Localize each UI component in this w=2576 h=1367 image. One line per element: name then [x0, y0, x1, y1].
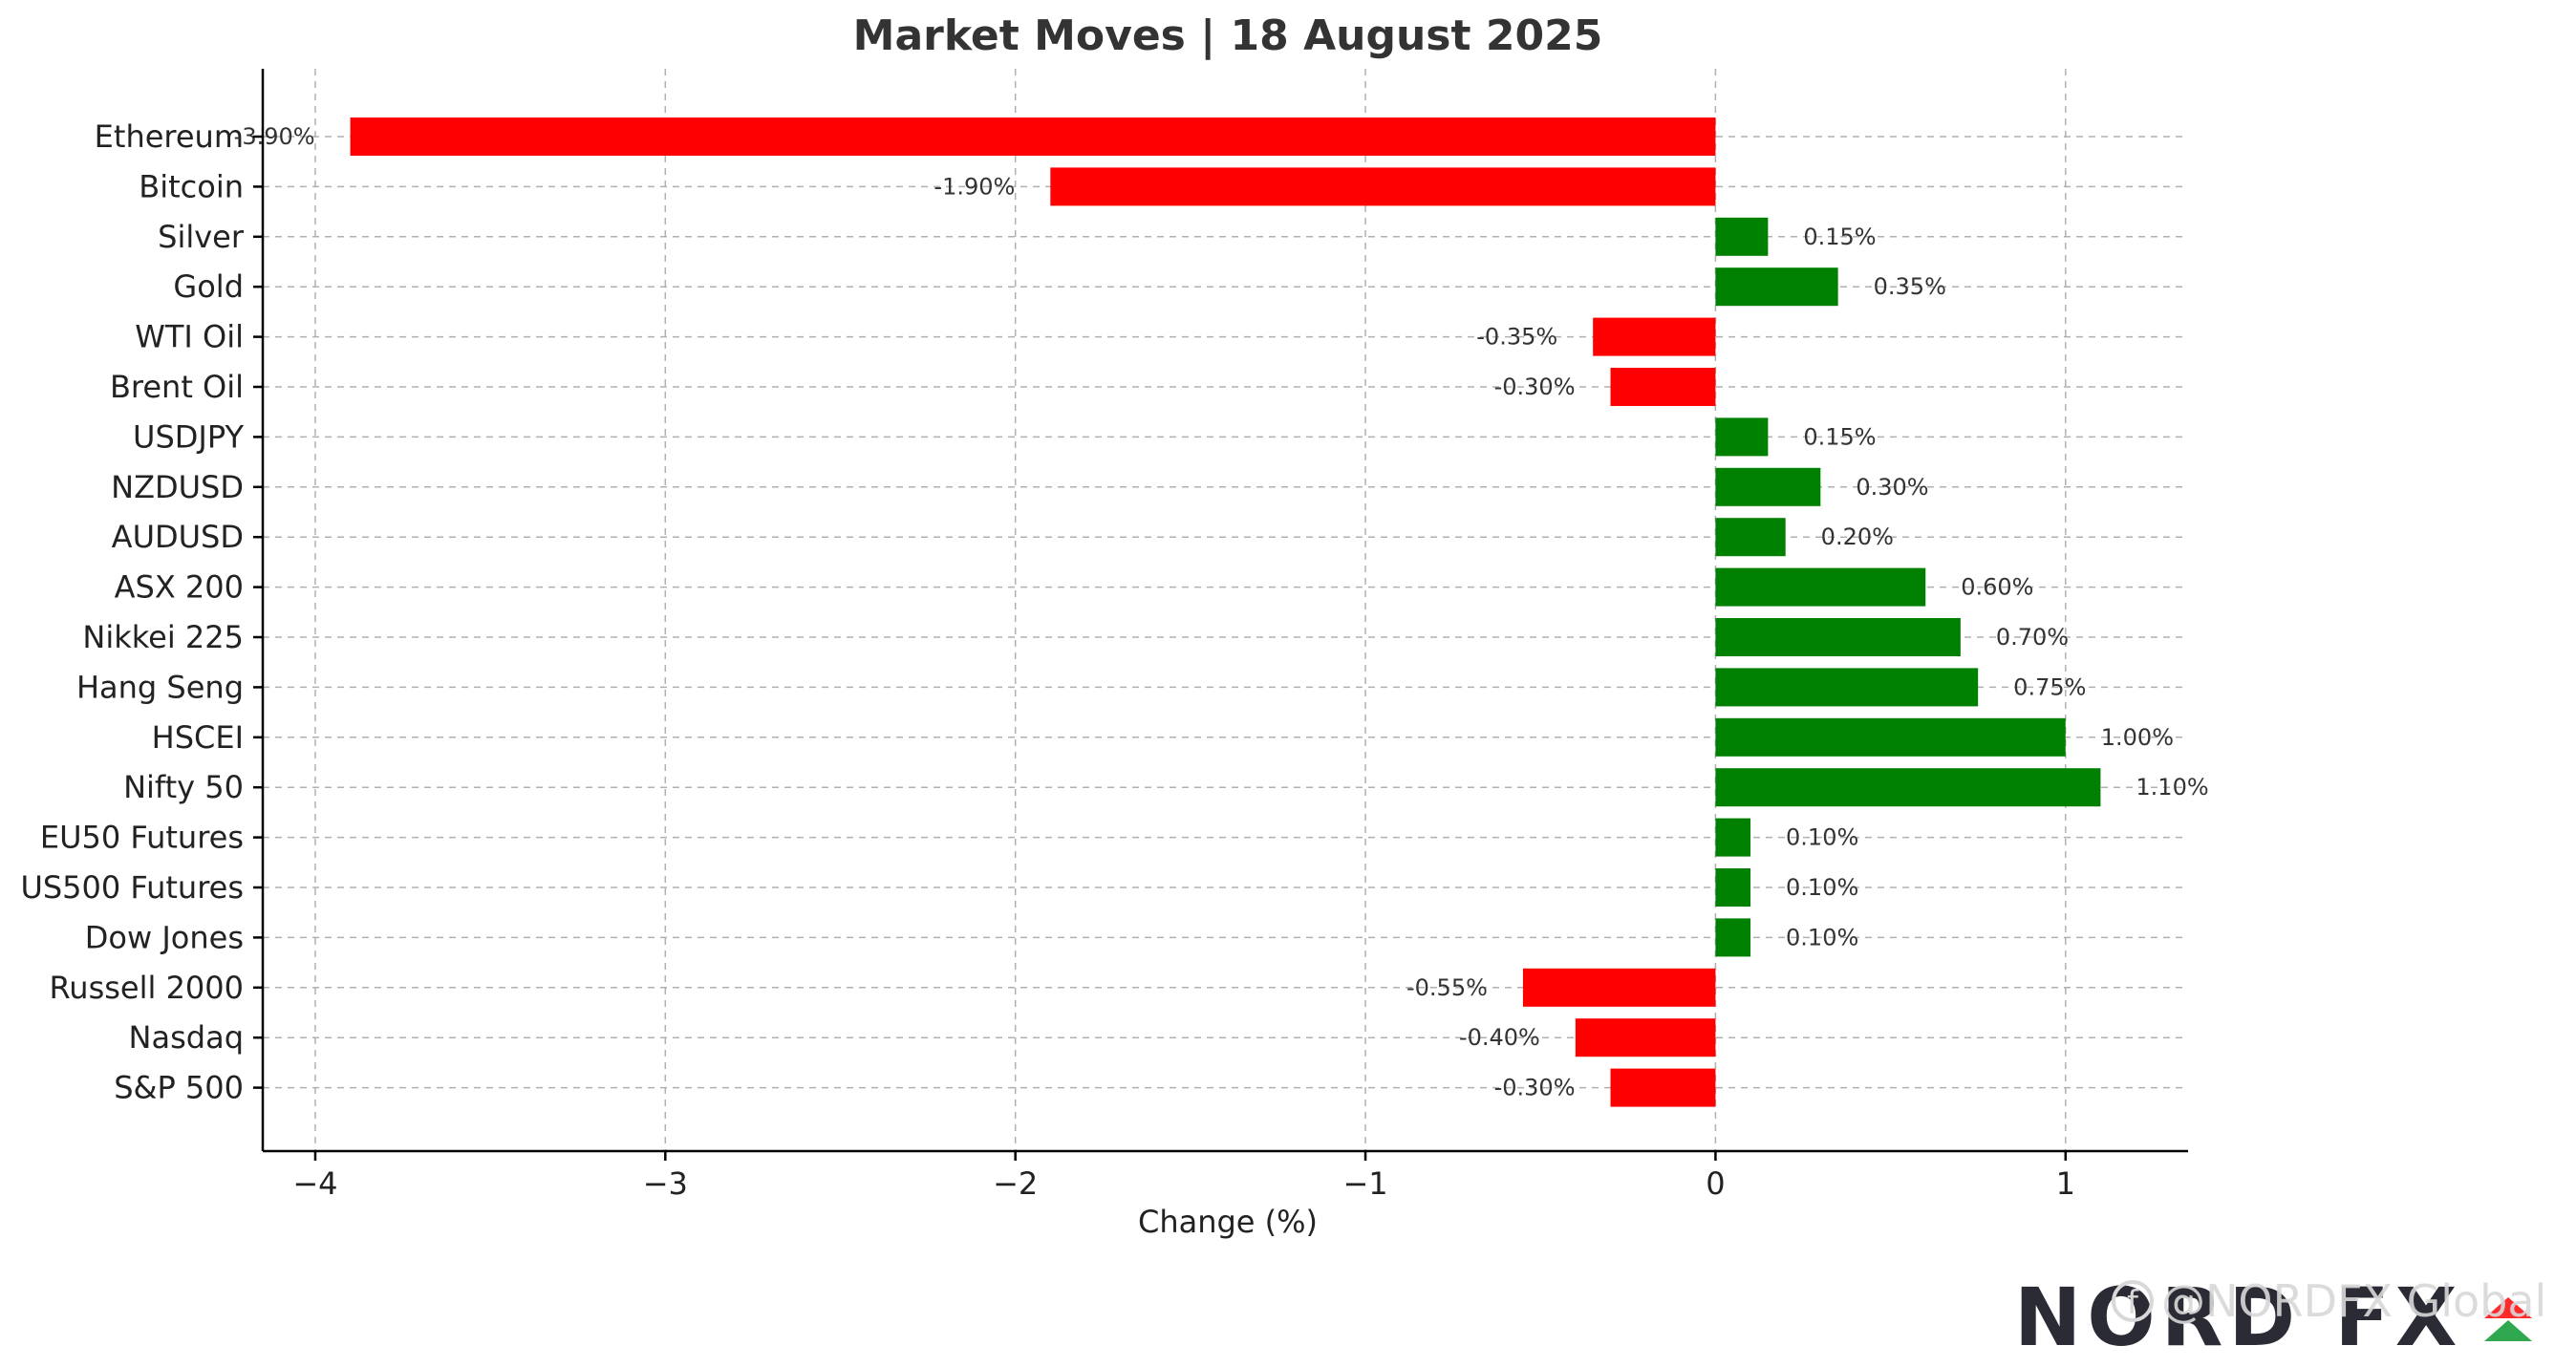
bar — [1715, 868, 1751, 907]
bar — [1575, 1018, 1716, 1057]
data-label: 0.20% — [1821, 523, 1894, 550]
bar — [1715, 768, 2101, 807]
category-label: Ethereum — [95, 118, 244, 155]
watermark-handle: @NORDFX Global — [2161, 1275, 2546, 1327]
bar — [1715, 717, 2066, 757]
data-label: -1.90% — [934, 173, 1015, 200]
category-label: Nikkei 225 — [82, 619, 244, 655]
category-label: WTI Oil — [135, 319, 244, 355]
bar — [350, 117, 1716, 156]
bar — [1715, 567, 1926, 607]
data-label: 0.60% — [1961, 574, 2033, 601]
data-label: 1.00% — [2101, 724, 2174, 751]
data-label: -0.30% — [1494, 374, 1576, 400]
social-icon: f — [2112, 1280, 2154, 1322]
data-label: -0.35% — [1476, 324, 1557, 351]
data-label: 0.35% — [1874, 273, 1946, 300]
category-label: Brent Oil — [110, 369, 244, 405]
data-label: 0.15% — [1803, 224, 1876, 250]
watermark: NORD FX f @NORDFX Global — [2014, 1271, 2546, 1364]
category-label: Silver — [158, 219, 245, 255]
bar — [1715, 618, 1961, 656]
bars-layer — [350, 117, 2101, 1107]
category-label: HSCEI — [152, 719, 244, 756]
x-tick-label: −4 — [292, 1165, 337, 1202]
brand-logo-text: NORD FX — [2014, 1271, 2463, 1363]
data-label: -0.40% — [1459, 1024, 1540, 1051]
data-label: 1.10% — [2136, 774, 2208, 801]
bar — [1610, 1068, 1716, 1107]
data-label: 0.10% — [1786, 924, 1858, 950]
svg-text:f: f — [2127, 1284, 2139, 1322]
category-label: Gold — [173, 268, 244, 305]
category-label: Russell 2000 — [50, 970, 245, 1006]
bar — [1522, 968, 1716, 1007]
category-label: Nasdaq — [129, 1019, 244, 1056]
bar — [1715, 818, 1751, 857]
grid-layer — [263, 69, 2188, 1151]
x-tick-label: −3 — [643, 1165, 688, 1202]
bar — [1610, 368, 1716, 406]
category-label: AUDUSD — [112, 519, 244, 555]
x-tick-label: −1 — [1342, 1165, 1387, 1202]
bar — [1715, 417, 1769, 457]
logo-accent-mark — [2484, 1297, 2532, 1318]
bar — [1715, 668, 1979, 707]
bar — [1715, 467, 1821, 506]
data-label: 0.30% — [1856, 474, 1928, 501]
x-axis-label: Change (%) — [1138, 1204, 1318, 1240]
bar — [1715, 267, 1838, 307]
bar — [1593, 317, 1716, 356]
category-label: US500 Futures — [20, 869, 244, 906]
x-tick-label: 0 — [1706, 1165, 1725, 1202]
labels-layer: Ethereum-3.90% Bitcoin -1.90% Silver 0.15% Go… — [20, 118, 2208, 1106]
category-label: Bitcoin — [139, 168, 244, 204]
data-label: -0.55% — [1406, 974, 1488, 1001]
x-tick-label: 1 — [2056, 1165, 2075, 1202]
nordfx-logo: NORD FX — [2014, 1271, 2532, 1364]
category-label: Hang Seng — [76, 669, 244, 705]
x-tick-label: −2 — [993, 1165, 1038, 1202]
category-label: S&P 500 — [114, 1070, 244, 1106]
category-label: EU50 Futures — [40, 820, 244, 856]
category-label: NZDUSD — [111, 469, 244, 505]
data-label: 0.10% — [1786, 874, 1858, 901]
category-label: ASX 200 — [115, 569, 244, 606]
axes-layer: −4 −3 −2 −1 0 1 — [253, 69, 2188, 1202]
category-label: Dow Jones — [85, 919, 244, 955]
data-label: -0.30% — [1494, 1075, 1576, 1101]
category-label: USDJPY — [133, 418, 244, 455]
data-label: -3.90% — [234, 123, 315, 150]
chart-title: Market Moves | 18 August 2025 — [853, 11, 1603, 60]
bar — [1715, 918, 1751, 957]
logo-accent-mark-green — [2484, 1320, 2532, 1341]
data-label: 0.10% — [1786, 824, 1858, 851]
bar — [1050, 167, 1716, 206]
data-label: 0.15% — [1803, 423, 1876, 450]
bar — [1715, 518, 1786, 557]
category-label: Nifty 50 — [123, 769, 244, 805]
data-label: 0.70% — [1996, 624, 2069, 651]
bar — [1715, 217, 1769, 256]
data-label: 0.75% — [2013, 673, 2086, 700]
